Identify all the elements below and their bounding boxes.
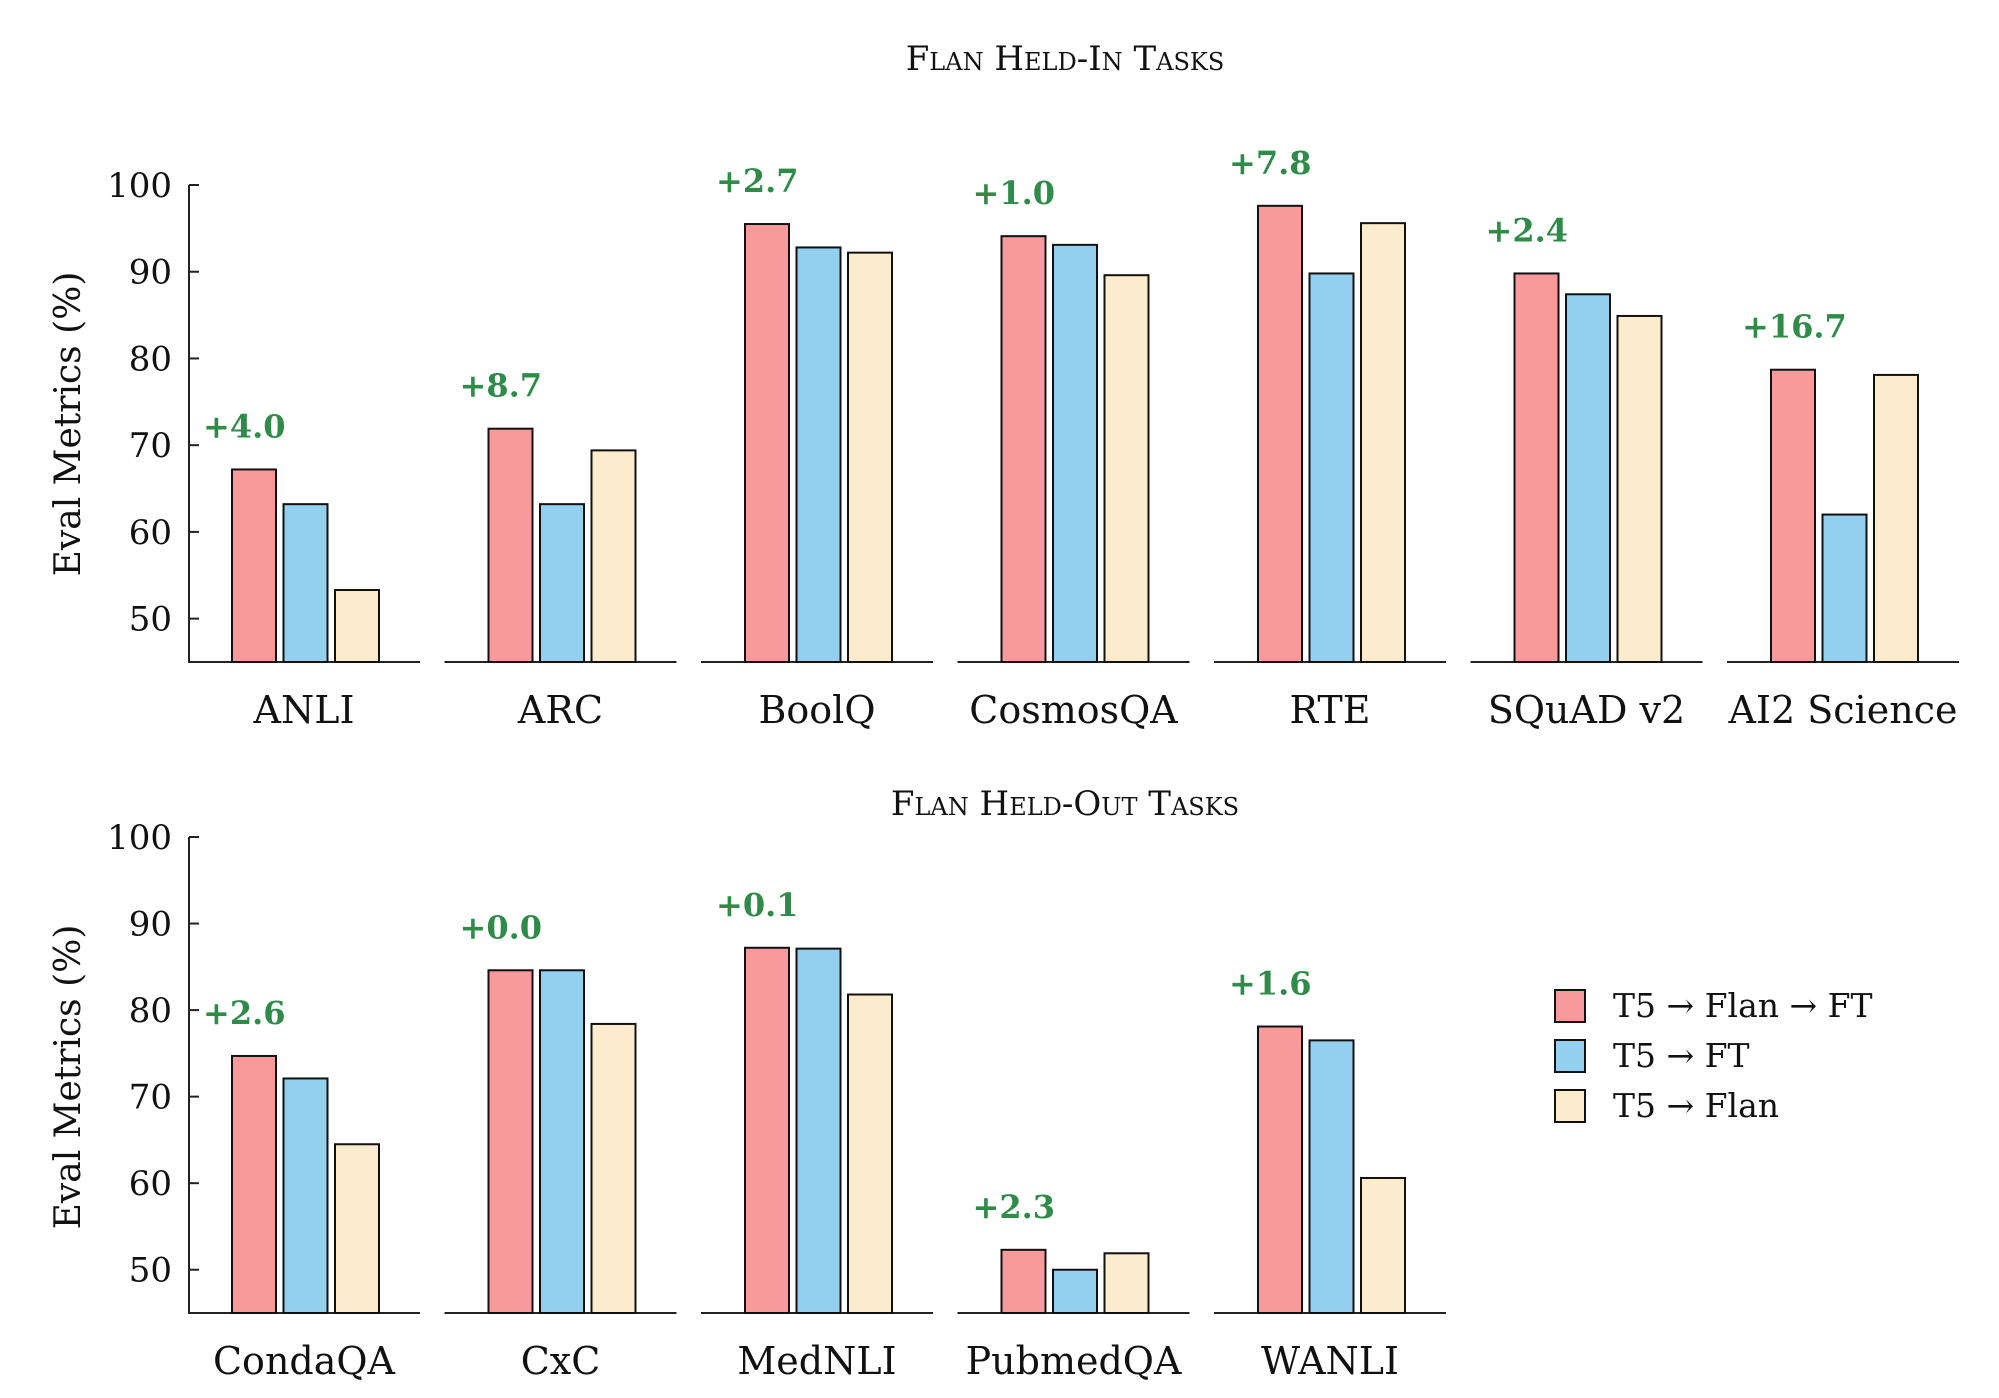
y-tick-label: 100 — [107, 818, 172, 858]
legend-swatch — [1554, 1089, 1586, 1123]
category-label: WANLI — [1261, 1339, 1399, 1383]
delta-label: +1.6 — [1229, 965, 1311, 1003]
bar-flan — [1103, 274, 1150, 663]
category-label: RTE — [1289, 688, 1370, 732]
y-axis-title: Eval Metrics (%) — [48, 925, 89, 1230]
bar-flan — [1360, 1176, 1406, 1315]
chart-title: Flan Held-In Tasks — [906, 39, 1225, 79]
y-tick-label: 60 — [129, 513, 172, 553]
bar-ft — [1308, 272, 1355, 663]
bar-flan — [847, 993, 893, 1315]
delta-label: +4.0 — [203, 407, 285, 445]
category-label: BoolQ — [759, 688, 876, 732]
delta-label: +0.0 — [460, 908, 542, 946]
category-label: MedNLI — [737, 1339, 896, 1383]
bar-ft — [1052, 1268, 1098, 1315]
category-label: PubmedQA — [966, 1339, 1182, 1383]
y-tick-label: 70 — [129, 426, 172, 466]
legend-label: T5 → Flan → FT — [1613, 986, 1873, 1025]
delta-label: +2.6 — [203, 994, 285, 1032]
bar-flan — [847, 251, 893, 663]
bar-ft — [1565, 293, 1611, 663]
delta-label: +2.3 — [973, 1188, 1055, 1226]
bar-flan — [1103, 1252, 1150, 1315]
y-tick-label: 70 — [129, 1078, 172, 1118]
bar-flan — [590, 1022, 637, 1314]
delta-label: +16.7 — [1742, 308, 1847, 346]
delta-label: +2.4 — [1486, 211, 1568, 249]
category-label: SQuAD v2 — [1488, 688, 1685, 732]
legend-label: T5 → FT — [1613, 1036, 1750, 1075]
category-label: CosmosQA — [969, 688, 1178, 732]
bar-ft — [539, 503, 585, 664]
y-tick-label: 50 — [129, 600, 172, 640]
legend-label: T5 → Flan — [1613, 1086, 1779, 1125]
bar-flan — [334, 589, 380, 663]
category-label: CondaQA — [213, 1339, 396, 1383]
bar-flan-ft — [1000, 235, 1047, 663]
category-label: AI2 Science — [1728, 688, 1958, 732]
delta-label: +7.8 — [1229, 144, 1311, 182]
delta-label: +2.7 — [716, 162, 798, 200]
bar-flan — [1873, 373, 1919, 663]
bar-flan-ft — [1770, 368, 1816, 663]
bar-flan-ft — [1257, 1025, 1303, 1314]
delta-label: +1.0 — [973, 174, 1055, 212]
y-tick-label: 90 — [129, 253, 172, 293]
bar-flan-ft — [487, 969, 534, 1315]
y-axis-title: Eval Metrics (%) — [48, 272, 89, 577]
bar-ft — [1308, 1039, 1355, 1315]
bar-ft — [1821, 513, 1868, 664]
bar-ft — [1052, 243, 1098, 663]
delta-label: +8.7 — [460, 367, 542, 405]
y-tick-label: 90 — [129, 905, 172, 945]
y-tick-label: 50 — [129, 1251, 172, 1291]
bar-flan-ft — [231, 468, 277, 663]
category-label: ARC — [517, 688, 603, 732]
category-label: ANLI — [253, 688, 355, 732]
bar-flan-ft — [744, 946, 790, 1315]
y-tick-label: 80 — [129, 991, 172, 1031]
legend-swatch — [1554, 989, 1586, 1023]
bar-flan-ft — [744, 223, 790, 663]
bar-ft — [539, 969, 585, 1315]
bar-flan — [590, 449, 637, 664]
bar-flan-ft — [1257, 204, 1303, 663]
bar-ft — [795, 246, 842, 663]
bar-flan — [1616, 314, 1663, 663]
chart-title: Flan Held-Out Tasks — [891, 784, 1239, 824]
delta-label: +0.1 — [716, 886, 798, 924]
legend-swatch — [1554, 1039, 1586, 1073]
y-tick-label: 100 — [107, 166, 172, 206]
y-tick-label: 60 — [129, 1164, 172, 1204]
bar-ft — [795, 947, 842, 1314]
bar-flan-ft — [1000, 1248, 1047, 1314]
category-label: CxC — [521, 1339, 601, 1383]
y-tick-label: 80 — [129, 339, 172, 379]
bar-flan-ft — [1513, 272, 1560, 663]
bar-ft — [282, 503, 329, 664]
bar-flan — [334, 1143, 380, 1314]
bar-flan — [1360, 222, 1406, 663]
bar-flan-ft — [487, 427, 534, 663]
bar-ft — [282, 1077, 329, 1314]
bar-flan-ft — [231, 1054, 277, 1314]
